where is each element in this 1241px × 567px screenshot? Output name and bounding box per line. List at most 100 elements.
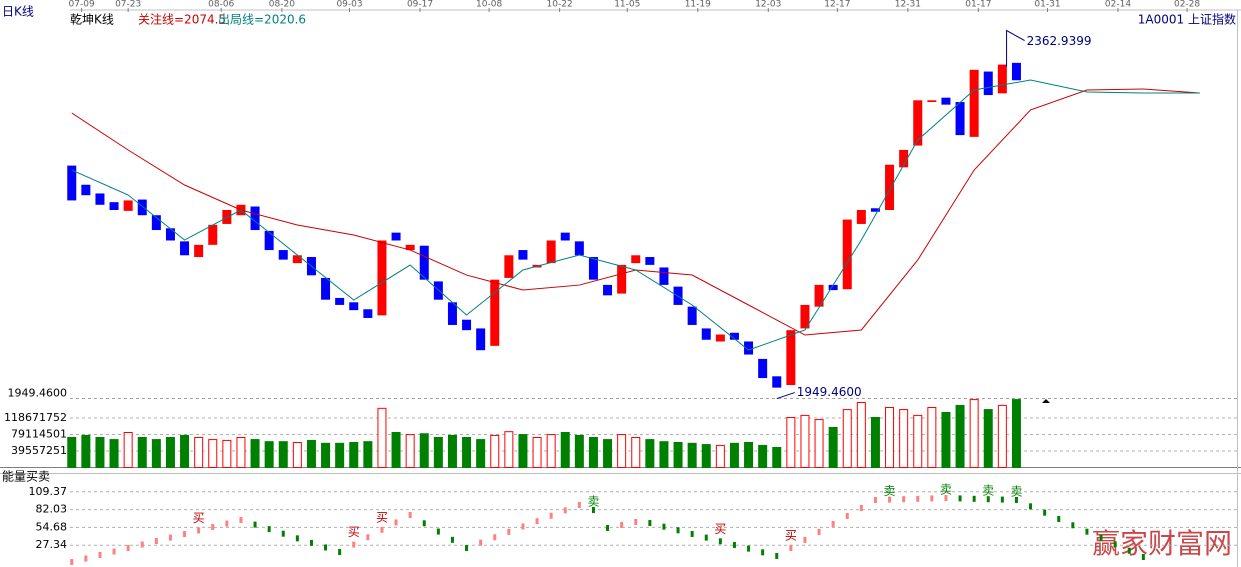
volume-bar (913, 414, 923, 468)
x-tick-label: 01-17 (965, 0, 991, 10)
volume-bar (504, 431, 514, 468)
volume-bar (377, 407, 387, 469)
y-tick-label: 1949.4600 (8, 387, 68, 400)
volume-bar (95, 437, 105, 468)
y-tick-label: 39557251 (11, 444, 67, 457)
volume-bar (546, 434, 556, 469)
energy-dot (1127, 547, 1131, 554)
candle (997, 64, 1007, 94)
candle (490, 279, 500, 346)
volume-bar (67, 437, 77, 468)
energy-dot (563, 507, 567, 514)
candle (462, 319, 472, 331)
energy-dot (295, 535, 299, 542)
signal-label: 买 (785, 528, 797, 542)
energy-dot (352, 541, 356, 548)
volume-bar (349, 442, 359, 468)
energy-dot (450, 536, 454, 543)
annotation-label: 1949.4600 (797, 385, 862, 399)
candle (814, 284, 824, 307)
energy-dot (606, 524, 610, 531)
energy-dot (591, 507, 595, 514)
energy-dot (183, 531, 187, 538)
volume-bar (631, 437, 641, 468)
energy-dot (549, 512, 553, 519)
energy-dot (197, 527, 201, 534)
chart-title: 乾坤K线 (70, 12, 114, 27)
period-label: 日K线 (2, 5, 34, 19)
energy-dot (859, 504, 863, 511)
y-tick-label: 118671752 (4, 411, 67, 424)
candle (560, 232, 570, 241)
y-tick-label: 27.34 (36, 538, 68, 551)
energy-dot (112, 548, 116, 555)
volume-bar (870, 417, 880, 468)
energy-dot (902, 496, 906, 503)
candle (885, 164, 895, 211)
x-tick-label: 02-28 (1174, 0, 1200, 10)
energy-dot (281, 530, 285, 537)
candle (180, 241, 190, 256)
energy-dot (366, 534, 370, 541)
energy-dot (775, 552, 779, 559)
energy-dot (422, 520, 426, 527)
energy-dot (817, 528, 821, 535)
candle (842, 219, 852, 290)
energy-dot (1057, 515, 1061, 522)
volume-bar (814, 419, 824, 469)
volume-bar (250, 439, 260, 469)
volume-bar (800, 414, 810, 468)
volume-bar (715, 444, 725, 468)
candle (870, 208, 880, 212)
signal-label: 买 (348, 525, 360, 539)
candle (137, 199, 147, 216)
candle (250, 206, 260, 231)
energy-dot (309, 539, 313, 546)
x-tick-label: 09-03 (336, 0, 362, 10)
candle (504, 255, 514, 278)
candle (574, 241, 584, 256)
energy-dot (225, 520, 229, 527)
energy-dot (408, 512, 412, 519)
volume-bar (969, 399, 979, 469)
candle (81, 184, 91, 196)
energy-dot (916, 495, 920, 502)
energy-dot (676, 527, 680, 534)
volume-bar (772, 447, 782, 468)
signal-label: 卖 (884, 484, 896, 498)
volume-bar (645, 439, 655, 469)
candle (391, 232, 401, 241)
energy-dot (1113, 541, 1117, 548)
candle (518, 250, 528, 260)
volume-bar (729, 442, 739, 469)
signal-label: 买 (714, 522, 726, 536)
candle (856, 210, 866, 224)
x-tick-label: 07-09 (69, 0, 95, 10)
x-tick-label: 08-06 (208, 0, 234, 10)
energy-dot (394, 519, 398, 526)
volume-bar (208, 439, 218, 469)
candle (645, 257, 655, 265)
candle (419, 245, 429, 280)
candle (687, 306, 697, 325)
candle (941, 97, 951, 105)
candle (123, 200, 133, 211)
volume-bar (306, 439, 316, 468)
signal-label: 卖 (1010, 484, 1022, 498)
volume-bar (292, 442, 302, 468)
energy-dot (1000, 496, 1004, 503)
volume-bar (109, 439, 119, 469)
energy-dot (253, 521, 257, 528)
candle (476, 328, 486, 351)
candle (744, 341, 754, 355)
energy-dot (690, 530, 694, 537)
candle (729, 332, 739, 340)
legend-entry: 关注线=2074.5 (138, 12, 226, 27)
volume-bar (447, 434, 457, 468)
volume-bar (236, 437, 246, 468)
energy-dot (493, 534, 497, 541)
volume-bar (264, 441, 274, 468)
y-tick-label: 79114501 (11, 428, 67, 441)
energy-dot (154, 537, 158, 544)
